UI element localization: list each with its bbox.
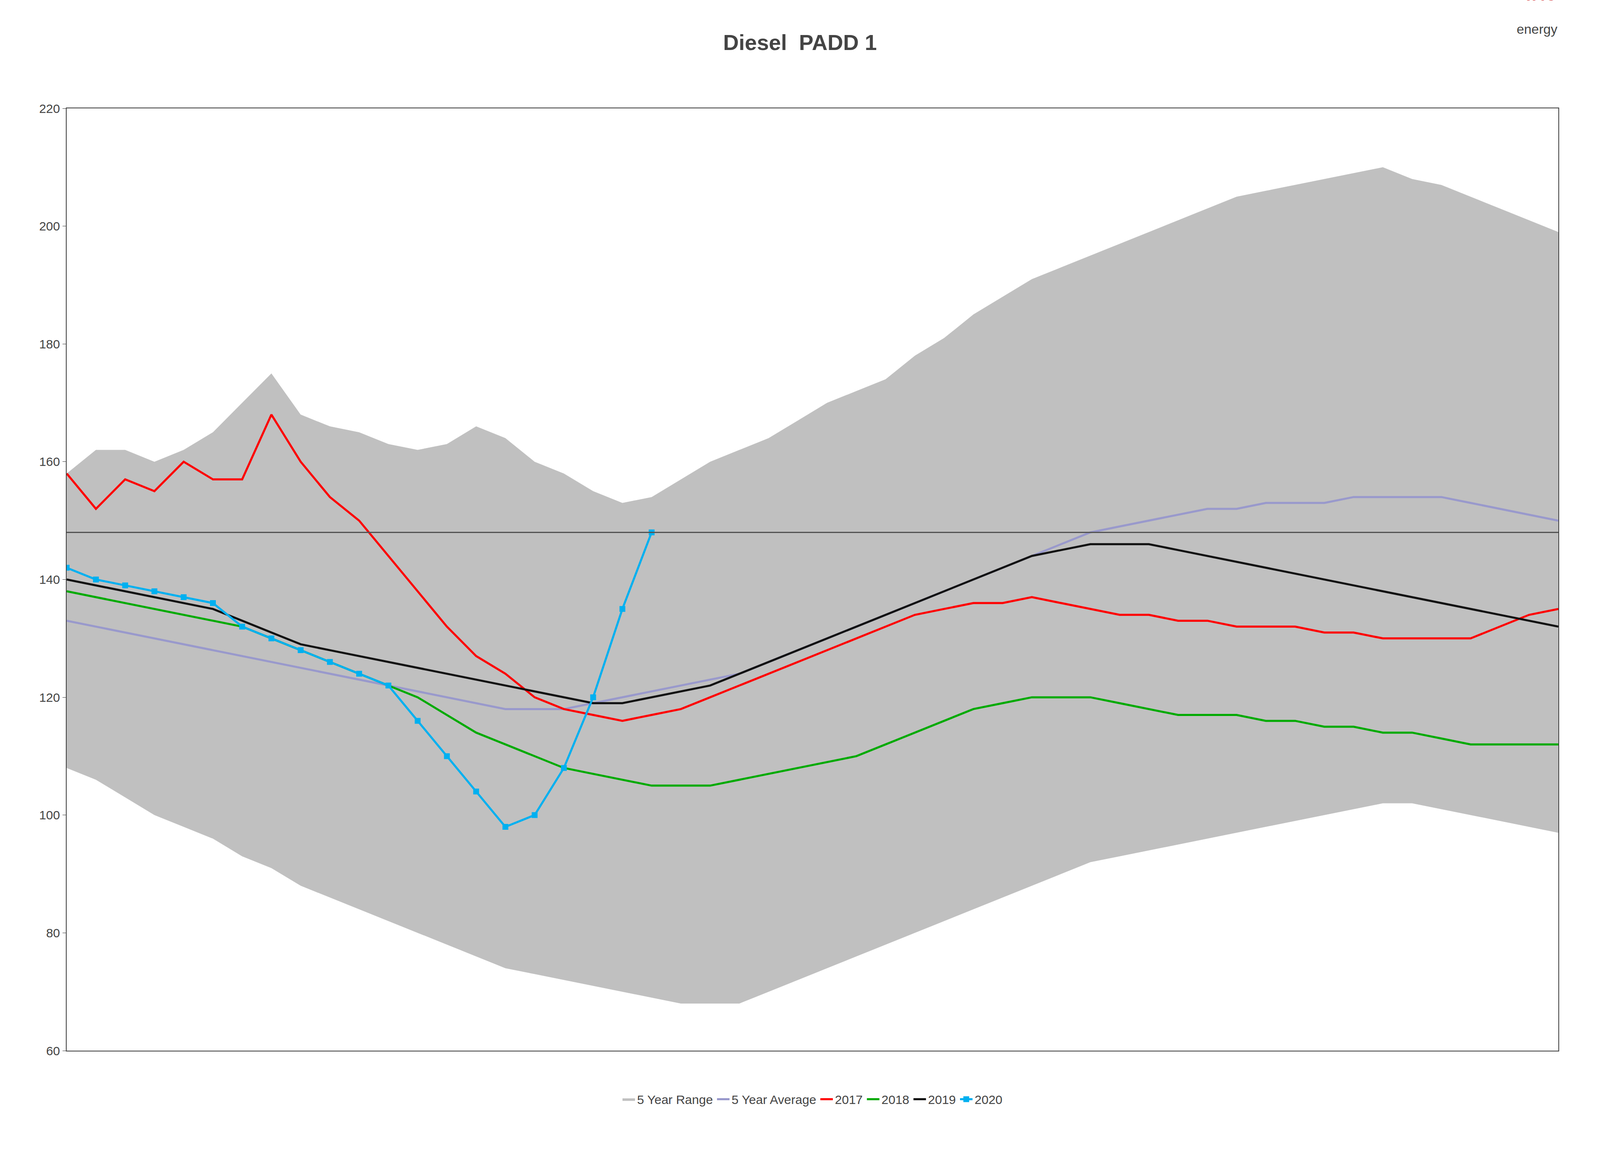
svg-text:180: 180 (39, 337, 60, 351)
svg-text:200: 200 (39, 219, 60, 233)
svg-text:2019: 2019 (927, 1092, 956, 1107)
svg-text:220: 220 (39, 101, 60, 116)
svg-text:2017: 2017 (835, 1092, 863, 1107)
svg-text:5 Year Range: 5 Year Range (637, 1092, 713, 1107)
svg-text:energy: energy (1516, 21, 1558, 37)
svg-text:140: 140 (39, 572, 60, 587)
svg-text:5 Year Average: 5 Year Average (731, 1092, 817, 1107)
svg-text:2020: 2020 (974, 1092, 1003, 1107)
svg-text:60: 60 (46, 1043, 60, 1058)
svg-text:80: 80 (46, 925, 60, 940)
svg-text:Diesel PADD 1: Diesel PADD 1 (723, 30, 878, 55)
svg-text:TAC: TAC (1524, 0, 1558, 4)
svg-text:100: 100 (39, 807, 60, 822)
svg-text:120: 120 (39, 690, 60, 705)
svg-text:160: 160 (39, 454, 60, 469)
svg-text:2018: 2018 (881, 1092, 910, 1107)
